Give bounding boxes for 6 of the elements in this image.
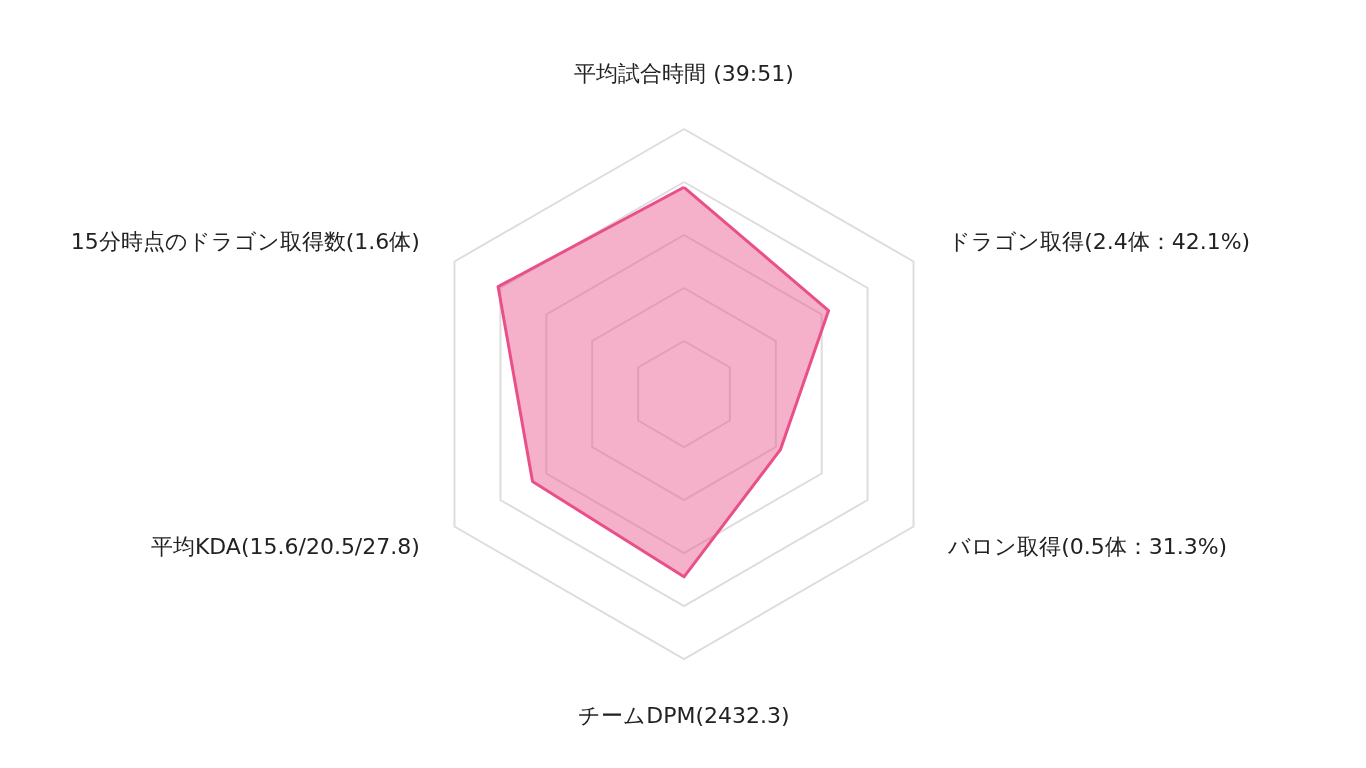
spoke-label: チームDPM(2432.3) <box>578 702 790 728</box>
spoke-label: バロン取得(0.5体：31.3%) <box>947 534 1228 559</box>
spoke-label: 平均KDA(15.6/20.5/27.8) <box>150 534 420 559</box>
spoke-label: 15分時点のドラゴン取得数(1.6体) <box>70 229 420 254</box>
spoke-label: 平均試合時間 (39:51) <box>574 60 794 86</box>
spoke-label: ドラゴン取得(2.4体：42.1%) <box>948 229 1251 254</box>
